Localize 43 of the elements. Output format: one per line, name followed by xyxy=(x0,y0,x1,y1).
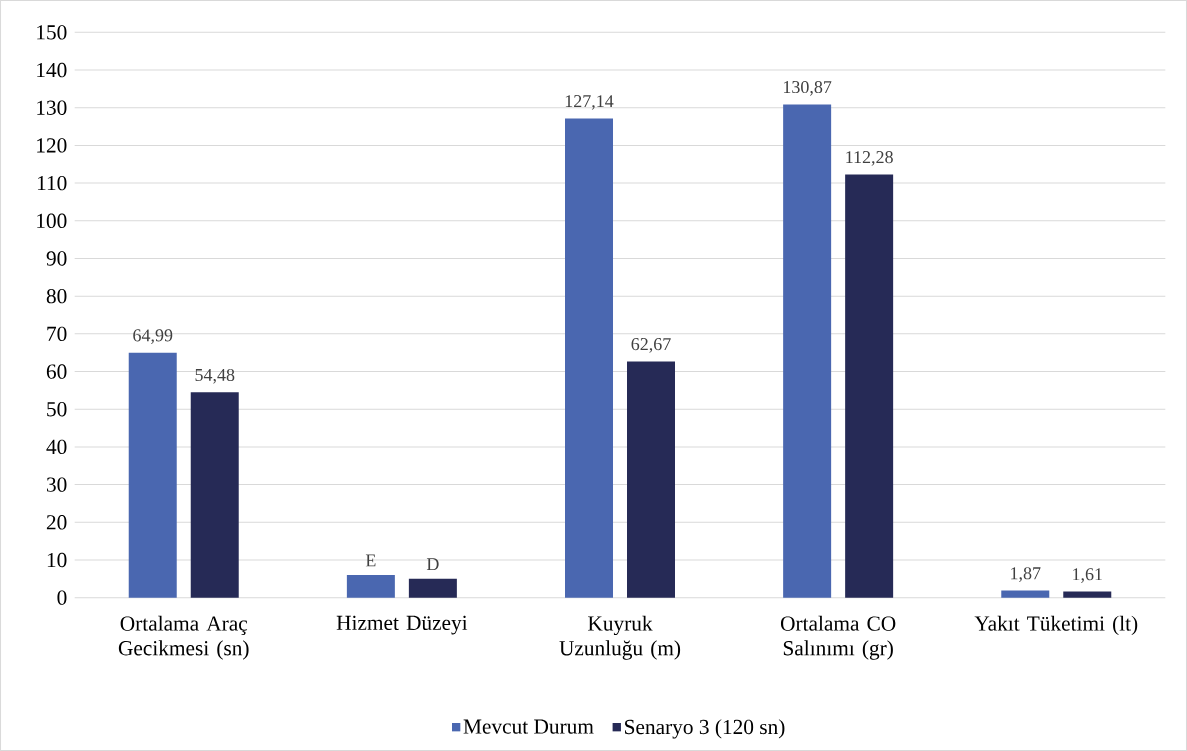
data-label: 54,48 xyxy=(195,368,235,384)
bar xyxy=(190,392,239,598)
y-tick-label: 10 xyxy=(47,552,67,568)
y-tick-label: 150 xyxy=(37,25,67,40)
data-label: D xyxy=(426,558,439,571)
bar xyxy=(1063,591,1112,598)
x-tick-label: Ortalama Araç Gecikmesi (sn) xyxy=(118,615,249,660)
y-tick-label: 100 xyxy=(37,213,67,228)
y-tick-label: 0 xyxy=(57,590,67,605)
y-tick-label: 110 xyxy=(37,175,67,191)
x-tick-label: Kuyruk Uzunluğu (m) xyxy=(559,615,681,660)
data-label: 130,87 xyxy=(783,80,832,96)
y-tick-label: 130 xyxy=(37,100,67,115)
bar xyxy=(565,118,614,598)
data-label: 62,67 xyxy=(631,338,671,353)
y-tick-label: 140 xyxy=(37,62,67,78)
data-label: 1,87 xyxy=(1011,567,1041,582)
data-label: 127,14 xyxy=(565,95,614,110)
x-tick-label: Yakıt Tüketimi (lt) xyxy=(974,615,1138,636)
data-label: 64,99 xyxy=(133,329,173,345)
x-tick-label: Ortalama CO Salınımı (gr) xyxy=(780,615,896,660)
bar xyxy=(1001,590,1050,598)
y-tick-label: 60 xyxy=(46,364,67,379)
bar xyxy=(408,578,457,598)
bar xyxy=(128,352,177,598)
y-tick-label: 90 xyxy=(46,251,67,266)
data-label: 1,61 xyxy=(1073,568,1102,583)
bar xyxy=(346,575,395,598)
y-tick-label: 70 xyxy=(47,326,67,342)
y-tick-label: 80 xyxy=(46,288,67,304)
x-tick-label: Hizmet Düzeyi xyxy=(336,615,468,635)
bar xyxy=(627,361,675,598)
y-tick-label: 30 xyxy=(46,477,67,492)
bar xyxy=(783,104,832,598)
legend-label: Senaryo 3 (120 sn) xyxy=(625,719,785,739)
y-tick-label: 50 xyxy=(47,402,67,417)
bar xyxy=(845,174,894,598)
y-tick-label: 120 xyxy=(37,138,67,153)
data-label: 112,28 xyxy=(846,151,893,166)
data-label: E xyxy=(365,554,376,567)
y-tick-label: 20 xyxy=(46,515,67,530)
y-tick-label: 40 xyxy=(46,439,67,455)
legend-label: Mevcut Durum xyxy=(463,719,594,734)
